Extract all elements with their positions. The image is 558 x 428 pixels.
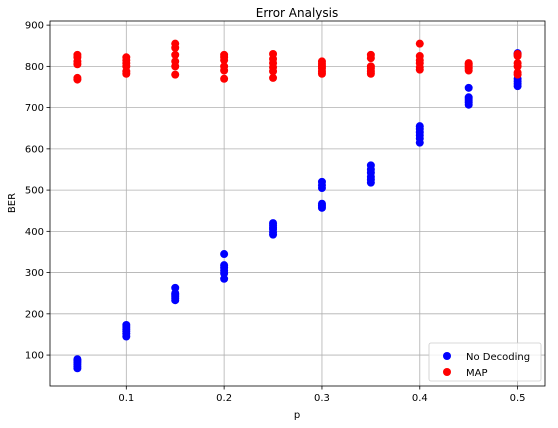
data-point-no-decoding xyxy=(465,84,473,92)
legend-marker-map xyxy=(443,368,451,376)
data-point-no-decoding xyxy=(220,250,228,258)
chart-title: Error Analysis xyxy=(256,6,339,20)
legend-marker-no-decoding xyxy=(443,352,451,360)
x-tick-label: 0.1 xyxy=(118,393,134,404)
data-point-map xyxy=(171,40,179,48)
legend-label-map: MAP xyxy=(466,368,488,379)
data-point-map xyxy=(367,51,375,59)
data-point-map xyxy=(73,51,81,59)
y-tick-label: 900 xyxy=(25,21,44,32)
x-tick-label: 0.5 xyxy=(510,393,526,404)
data-point-map xyxy=(514,50,522,58)
data-points xyxy=(73,40,521,373)
data-point-no-decoding xyxy=(367,161,375,169)
data-point-map xyxy=(73,74,81,82)
legend: No Decoding MAP xyxy=(429,343,541,381)
data-point-map xyxy=(171,51,179,59)
y-tick-label: 300 xyxy=(25,268,44,279)
x-tick-label: 0.4 xyxy=(412,393,428,404)
data-point-map xyxy=(171,71,179,79)
data-point-no-decoding xyxy=(171,284,179,292)
data-point-map xyxy=(416,52,424,60)
data-point-map xyxy=(318,57,326,65)
y-tick-label: 200 xyxy=(25,309,44,320)
data-point-map xyxy=(269,50,277,58)
legend-label-no-decoding: No Decoding xyxy=(466,352,530,363)
y-tick-label: 400 xyxy=(25,227,44,238)
data-point-no-decoding xyxy=(220,261,228,269)
data-point-no-decoding xyxy=(122,321,130,329)
x-tick-label: 0.3 xyxy=(314,393,330,404)
y-tick-label: 700 xyxy=(25,103,44,114)
data-point-no-decoding xyxy=(73,355,81,363)
data-point-map xyxy=(122,53,130,61)
data-point-map xyxy=(416,40,424,48)
data-point-no-decoding xyxy=(318,178,326,186)
y-tick-label: 100 xyxy=(25,351,44,362)
data-point-map xyxy=(514,59,522,67)
data-point-map xyxy=(367,62,375,70)
x-tick-label: 0.2 xyxy=(216,393,232,404)
data-point-no-decoding xyxy=(269,219,277,227)
data-point-no-decoding xyxy=(416,122,424,130)
y-tick-label: 500 xyxy=(25,186,44,197)
data-point-no-decoding xyxy=(318,200,326,208)
y-axis-label: BER xyxy=(7,193,18,213)
data-point-map xyxy=(220,51,228,59)
data-point-map xyxy=(220,75,228,83)
data-point-no-decoding xyxy=(465,93,473,101)
y-tick-label: 600 xyxy=(25,144,44,155)
x-axis-label: p xyxy=(294,410,300,421)
y-tick-label: 800 xyxy=(25,62,44,73)
data-point-map xyxy=(465,59,473,67)
